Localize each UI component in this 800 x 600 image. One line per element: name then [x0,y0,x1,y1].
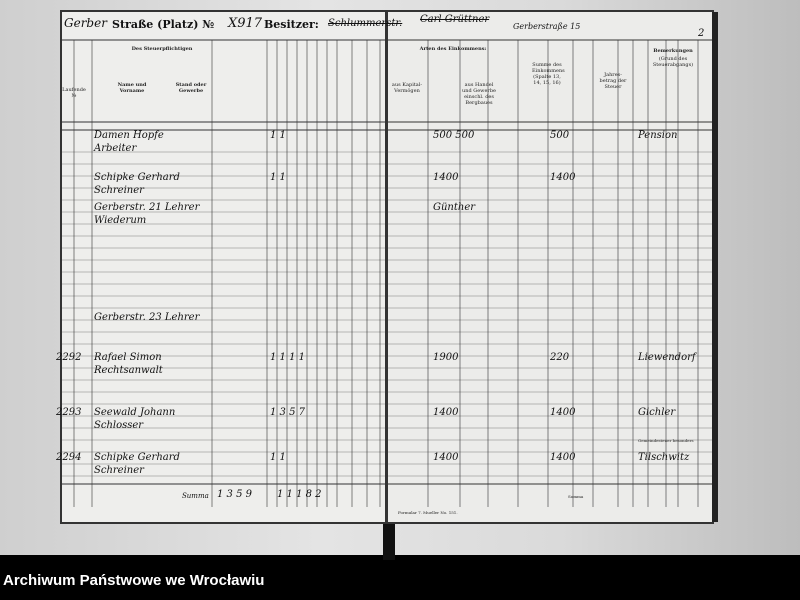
taxpayer-status: Arbeiter [94,143,137,154]
taxpayer-name: Seewald Johann [94,407,176,418]
book-gutter [383,520,395,560]
owner-handwritten: Schlummerstr. [328,18,403,29]
trade-header: aus Handel und Gewerbe einschl. des Berg… [462,82,496,106]
remarks-note: Gemeindesteuer besonders [638,438,694,443]
income-value: Günther [433,202,476,213]
form-note: Formular 7. Mueller No. 151. [398,510,458,515]
income-types-header: Arten des Einkommens: [419,46,487,52]
taxpayer-status: Schlosser [94,420,144,431]
status-header: Stand oder Gewerbe [175,82,207,94]
income-sum: 1400 [550,172,576,183]
taxpayer-name: Schipke Gerhard [94,452,180,463]
sum-header: Summe des Einkommens (Spalte 13, 14, 15,… [532,62,565,86]
left-grid [62,39,385,507]
totals-values-2: 1 1 1 8 2 [277,489,322,500]
name-header: Name und Vorname [117,82,147,94]
income-value: 1400 [433,452,459,463]
income-sum: 1400 [550,452,576,463]
right-grid [388,39,712,507]
taxpayer-header: Des Steuerpflichtigen [131,46,193,52]
remarks-value: Pension [638,130,678,141]
right-ledger-page: Carl Grüttner Gerberstraße 15 2 Arten de… [388,12,718,522]
taxpayer-status: Wiederum [94,215,147,226]
income-value: 1400 [433,407,459,418]
taxpayer-status: Schreiner [94,465,144,476]
totals-right-label: Summa [568,494,584,499]
left-ledger-page: Gerber Straße (Platz) № X917 Besitzer: S… [56,12,402,522]
capital-header: aus Kapital-Vermögen [391,82,423,94]
remarks-value: Liewendorf [638,352,696,363]
household-counts: 1 1 1 1 [270,352,305,363]
remarks-header: Bemerkungen [653,48,693,54]
remarks-subheader: (Grund des Steuerabgangs) [652,56,694,68]
taxpayer-status: Schreiner [94,185,144,196]
income-sum: 1400 [550,407,576,418]
household-counts: 1 1 [270,452,286,463]
taxpayer-name: Rafael Simon [94,352,162,363]
totals-label: Summa [182,492,209,500]
lfd-header: Laufende № [62,87,86,99]
household-counts: 1 3 5 7 [270,407,305,418]
remarks-value: Gichler [638,407,676,418]
row-number: 2293 [56,407,82,418]
totals-values: 1 3 5 9 [217,489,252,500]
taxpayer-name: Schipke Gerhard [94,172,180,183]
taxpayer-name: Gerberstr. 21 Lehrer [94,202,200,213]
archive-caption: Archiwum Państwowe we Wrocławiu [3,572,265,589]
remarks-value: Tilschwitz [638,452,690,463]
household-counts: 1 1 [270,172,286,183]
tax-amount-header: Jahres-betrag der Steuer [599,72,627,90]
house-number: X917 [228,16,263,31]
taxpayer-status: Rechtsanwalt [94,365,163,376]
page-number: 2 [698,28,705,39]
row-number: 2292 [56,352,82,363]
owner-right-handwritten: Carl Grüttner [420,14,490,25]
taxpayer-name: Gerberstr. 23 Lehrer [94,312,200,323]
income-sum: 220 [550,352,570,363]
income-value: 1400 [433,172,459,183]
row-number: 2294 [56,452,82,463]
income-value: 500 500 [433,130,475,141]
street-handwritten: Gerber [64,16,107,30]
income-sum: 500 [550,130,570,141]
household-counts: 1 1 [270,130,286,141]
taxpayer-name: Damen Hopfe [94,130,164,141]
owner-label: Besitzer: [264,18,319,31]
income-value: 1900 [433,352,459,363]
owner-right-address: Gerberstraße 15 [513,22,581,31]
street-label: Straße (Platz) № [112,18,215,31]
